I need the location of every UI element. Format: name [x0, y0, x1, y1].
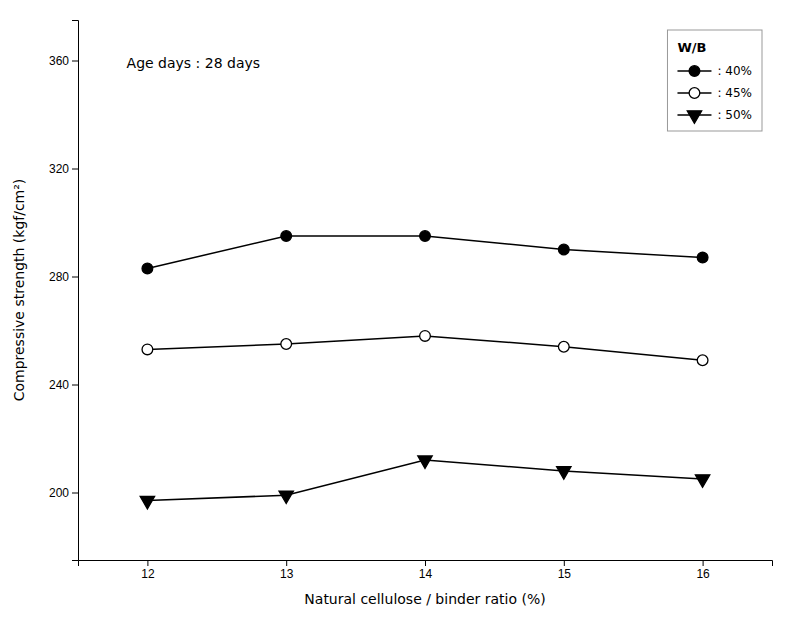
x-tick-mark: [703, 560, 704, 566]
x-tick: 16: [696, 560, 710, 581]
point: [697, 252, 708, 263]
y-tick: 280: [49, 270, 78, 284]
point: [558, 341, 569, 352]
x-axis: 12 13 14 15 16: [79, 560, 773, 581]
chart: 12 13 14 15 16 200 240 280 320 360 Age days : 28 d…: [0, 0, 792, 618]
x-tick: 12: [141, 560, 155, 581]
x-tick-mark: [564, 560, 565, 566]
x-tick: 14: [419, 560, 433, 581]
y-tick: 240: [49, 378, 78, 392]
y-tick-mark: [72, 61, 78, 62]
point: [142, 344, 153, 355]
point: [557, 467, 571, 479]
legend-label: : 40%: [717, 64, 752, 78]
x-tick-label: 13: [280, 567, 294, 581]
y-tick: 320: [49, 162, 78, 176]
y-tick: 360: [49, 54, 78, 68]
point: [697, 355, 708, 366]
point: [279, 491, 293, 503]
legend: W/B : 40% : 45% : 50%: [667, 30, 762, 131]
y-tick-mark: [72, 493, 78, 494]
point: [558, 244, 569, 255]
x-tick-label: 15: [558, 567, 572, 581]
point: [140, 496, 154, 508]
point: [281, 231, 292, 242]
y-axis: 200 240 280 320 360: [49, 21, 79, 561]
legend-box: [667, 30, 762, 131]
legend-symbol: [689, 88, 700, 99]
y-tick-label: 280: [49, 270, 69, 284]
y-axis-line: [72, 21, 79, 561]
x-tick: 13: [280, 560, 294, 581]
x-tick-mark: [286, 560, 287, 566]
point: [695, 475, 709, 487]
y-tick-mark: [72, 169, 78, 170]
x-tick-mark: [425, 560, 426, 566]
x-tick-mark: [147, 560, 148, 566]
legend-title: W/B: [677, 40, 706, 55]
annotation: Age days : 28 days: [127, 55, 261, 71]
legend-label: : 45%: [717, 86, 752, 100]
y-tick: 200: [49, 486, 78, 500]
x-tick-label: 12: [141, 567, 155, 581]
x-axis-line: [79, 561, 773, 567]
legend-symbol: [689, 66, 700, 77]
y-axis-title: Compressive strength (kgf/cm²): [11, 179, 27, 402]
legend-item: : 50%: [677, 108, 752, 124]
x-axis-title: Natural cellulose / binder ratio (%): [304, 591, 545, 607]
point: [420, 331, 431, 342]
point: [418, 456, 432, 468]
x-tick: 15: [558, 560, 572, 581]
legend-item: : 45%: [677, 86, 752, 100]
y-tick-label: 200: [49, 486, 69, 500]
point: [142, 263, 153, 274]
plot: 12 13 14 15 16 200 240 280 320 360 Age days : 28 d…: [49, 21, 773, 581]
y-tick-label: 240: [49, 378, 69, 392]
y-tick-label: 320: [49, 162, 69, 176]
y-tick-mark: [72, 385, 78, 386]
legend-label: : 50%: [717, 108, 752, 122]
x-tick-label: 14: [419, 567, 433, 581]
y-tick-mark: [72, 277, 78, 278]
marks: [140, 231, 710, 509]
legend-item: : 40%: [677, 64, 752, 78]
x-tick-label: 16: [696, 567, 710, 581]
point: [281, 339, 292, 350]
y-tick-label: 360: [49, 54, 69, 68]
point: [420, 231, 431, 242]
legend-symbol: [687, 111, 701, 123]
